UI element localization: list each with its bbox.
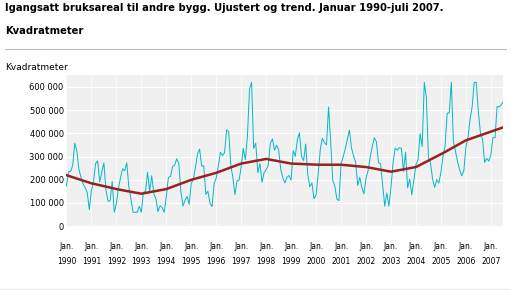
Text: Jan.: Jan. [359,242,373,251]
Text: 2005: 2005 [431,257,451,266]
Text: 2007: 2007 [481,257,501,266]
Text: Jan.: Jan. [259,242,273,251]
Text: Jan.: Jan. [84,242,99,251]
Text: 2003: 2003 [381,257,401,266]
Text: Kvadratmeter: Kvadratmeter [5,64,68,72]
Text: 1999: 1999 [282,257,301,266]
Text: Jan.: Jan. [409,242,423,251]
Text: 1997: 1997 [231,257,251,266]
Text: Jan.: Jan. [159,242,173,251]
Text: Jan.: Jan. [209,242,223,251]
Text: Jan.: Jan. [384,242,398,251]
Text: Jan.: Jan. [59,242,74,251]
Text: 1995: 1995 [181,257,201,266]
Text: Jan.: Jan. [134,242,149,251]
Text: Jan.: Jan. [434,242,448,251]
Text: Jan.: Jan. [309,242,323,251]
Text: 1992: 1992 [107,257,126,266]
Text: 1998: 1998 [257,257,276,266]
Text: 1993: 1993 [132,257,151,266]
Text: 1996: 1996 [206,257,226,266]
Text: 1994: 1994 [156,257,176,266]
Text: 2000: 2000 [307,257,326,266]
Text: Jan.: Jan. [334,242,348,251]
Text: Jan.: Jan. [284,242,298,251]
Text: Kvadratmeter: Kvadratmeter [5,26,83,36]
Text: Jan.: Jan. [459,242,473,251]
Text: 2002: 2002 [356,257,376,266]
Text: Igangsatt bruksareal til andre bygg. Ujustert og trend. Januar 1990-juli 2007.: Igangsatt bruksareal til andre bygg. Uju… [5,3,444,13]
Text: 1990: 1990 [57,257,76,266]
Text: Jan.: Jan. [234,242,248,251]
Text: 2006: 2006 [456,257,476,266]
Text: Jan.: Jan. [109,242,124,251]
Text: 2001: 2001 [332,257,351,266]
Text: Jan.: Jan. [484,242,498,251]
Text: 1991: 1991 [82,257,101,266]
Text: 2004: 2004 [406,257,426,266]
Text: Jan.: Jan. [184,242,198,251]
